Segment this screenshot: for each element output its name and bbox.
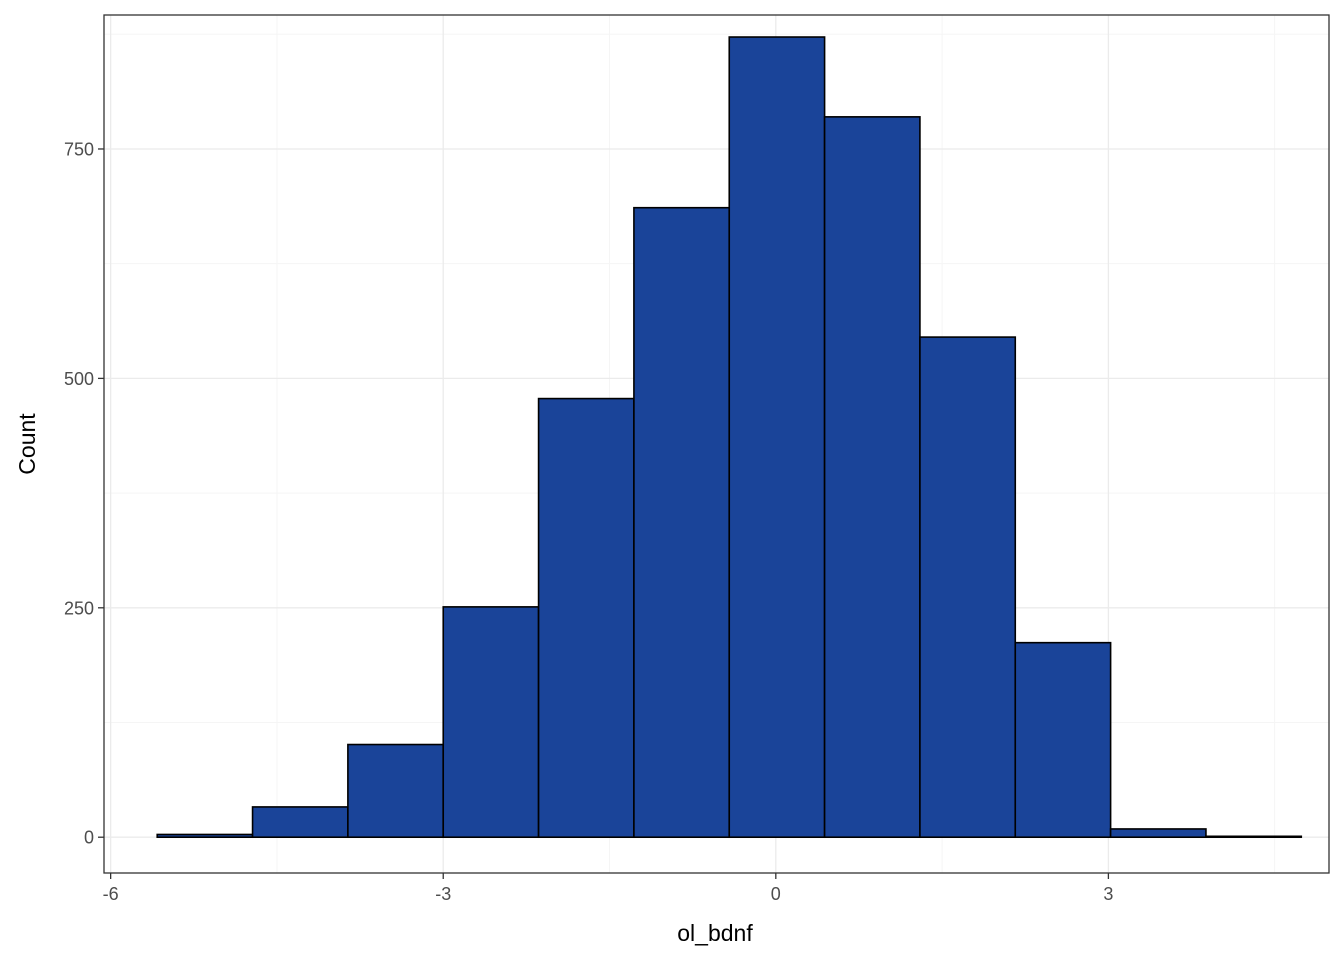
histogram-bar [728,36,826,839]
x-tick-label: 0 [771,884,781,904]
histogram-bars [156,36,1303,839]
y-tick-label: 750 [64,139,94,159]
x-tick-label: -3 [435,884,451,904]
x-tick-label: 3 [1103,884,1113,904]
histogram-bar [156,833,254,839]
histogram-bar [537,397,635,839]
x-tick-label: -6 [103,884,119,904]
y-axis-title: Count [14,413,40,475]
histogram-bar [823,116,921,839]
x-axis-title: ol_bdnf [677,920,753,946]
histogram-bar [251,806,349,839]
panel-border-rect [103,14,1330,874]
histogram-bar [1205,835,1303,839]
y-tick-label: 250 [64,598,94,618]
y-tick-label: 500 [64,369,94,389]
histogram-bar [633,206,731,839]
histogram-bar [1014,641,1112,839]
y-axis: 0 250 500 750 [64,139,104,848]
histogram-bar [919,336,1017,839]
histogram-bar [442,606,540,839]
x-axis: -6 -3 0 3 [103,873,1113,904]
histogram-bar [1109,828,1207,839]
histogram-bar [347,743,445,839]
panel-border [103,14,1330,874]
y-tick-label: 0 [84,828,94,848]
